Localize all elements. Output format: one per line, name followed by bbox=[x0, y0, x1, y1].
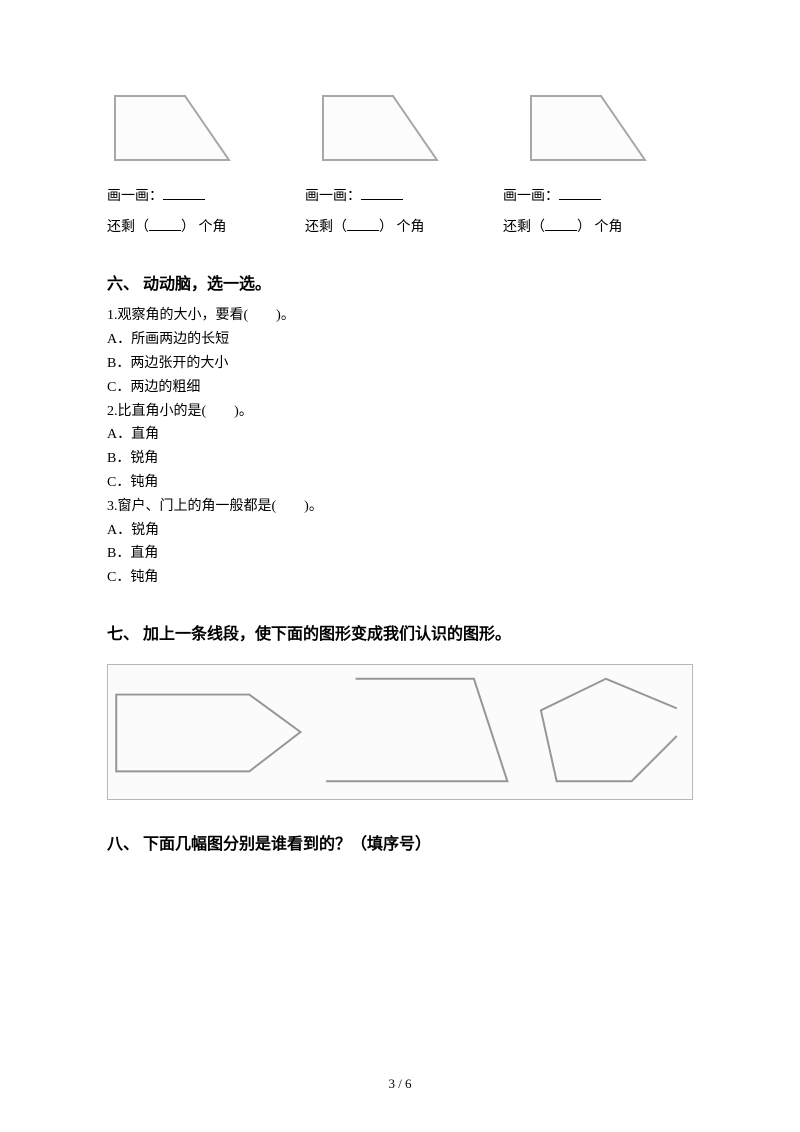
underline-blank bbox=[361, 199, 403, 200]
q1-option-b: B．两边张开的大小 bbox=[107, 352, 693, 376]
remain-prefix: 还剩（ bbox=[503, 220, 545, 235]
section-5-label-row-2: 还剩（ ） 个角 还剩（ ） 个角 还剩（ ） 个角 bbox=[107, 215, 693, 240]
section-6-heading: 六、 动动脑，选一选。 bbox=[107, 270, 693, 294]
section-7-heading: 七、 加上一条线段，使下面的图形变成我们认识的图形。 bbox=[107, 620, 693, 644]
q3-stem: 3.窗户、门上的角一般都是( )。 bbox=[107, 495, 693, 519]
underline-blank bbox=[163, 199, 205, 200]
draw-label-text: 画一画： bbox=[305, 189, 361, 204]
draw-label-1: 画一画： bbox=[107, 184, 297, 209]
q1-stem: 1.观察角的大小，要看( )。 bbox=[107, 304, 693, 328]
underline-blank bbox=[559, 199, 601, 200]
section-7-shapes bbox=[107, 664, 693, 800]
q3-option-b: B．直角 bbox=[107, 542, 693, 566]
remain-label-2: 还剩（ ） 个角 bbox=[305, 215, 495, 240]
section-5-label-row-1: 画一画： 画一画： 画一画： bbox=[107, 184, 693, 209]
draw-label-text: 画一画： bbox=[107, 189, 163, 204]
underline-blank bbox=[149, 230, 181, 231]
section-6-content: 1.观察角的大小，要看( )。 A．所画两边的长短 B．两边张开的大小 C．两边… bbox=[107, 304, 693, 590]
remain-suffix: ） 个角 bbox=[379, 220, 425, 235]
q3-option-c: C．钝角 bbox=[107, 566, 693, 590]
shape-item-1 bbox=[107, 86, 277, 168]
q1-option-c: C．两边的粗细 bbox=[107, 376, 693, 400]
remain-suffix: ） 个角 bbox=[181, 220, 227, 235]
page-footer: 3 / 6 bbox=[0, 1076, 800, 1092]
q2-option-b: B．锐角 bbox=[107, 447, 693, 471]
q2-option-c: C．钝角 bbox=[107, 471, 693, 495]
draw-label-text: 画一画： bbox=[503, 189, 559, 204]
remain-suffix: ） 个角 bbox=[577, 220, 623, 235]
remain-prefix: 还剩（ bbox=[107, 220, 149, 235]
section-8-heading: 八、 下面几幅图分别是谁看到的？（填序号） bbox=[107, 830, 693, 854]
draw-label-3: 画一画： bbox=[503, 184, 693, 209]
underline-blank bbox=[347, 230, 379, 231]
q2-stem: 2.比直角小的是( )。 bbox=[107, 400, 693, 424]
underline-blank bbox=[545, 230, 577, 231]
remain-prefix: 还剩（ bbox=[305, 220, 347, 235]
section-5-shapes-row bbox=[107, 86, 693, 168]
shape-item-2 bbox=[315, 86, 485, 168]
trapezoid-shape-2 bbox=[315, 86, 445, 168]
remain-label-1: 还剩（ ） 个角 bbox=[107, 215, 297, 240]
trapezoid-shape-1 bbox=[107, 86, 237, 168]
draw-label-2: 画一画： bbox=[305, 184, 495, 209]
remain-label-3: 还剩（ ） 个角 bbox=[503, 215, 693, 240]
q1-option-a: A．所画两边的长短 bbox=[107, 328, 693, 352]
q3-option-a: A．锐角 bbox=[107, 519, 693, 543]
trapezoid-shape-3 bbox=[523, 86, 653, 168]
shape-item-3 bbox=[523, 86, 693, 168]
q2-option-a: A．直角 bbox=[107, 423, 693, 447]
